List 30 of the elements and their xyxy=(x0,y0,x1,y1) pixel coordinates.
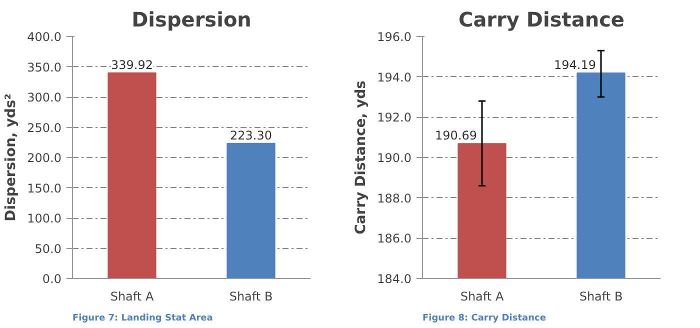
data-label: 194.19 xyxy=(554,58,596,72)
y-tick-label: 50.0 xyxy=(34,242,62,256)
y-tick-label: 400.0 xyxy=(27,30,62,44)
x-tick-label: Shaft B xyxy=(229,290,273,304)
y-tick-label: 250.0 xyxy=(27,120,62,135)
y-axis-title: Carry Distance, yds xyxy=(353,80,370,234)
caption: Figure 8: Carry Distance xyxy=(422,314,546,324)
chart-title: Carry Distance xyxy=(458,8,624,32)
y-tick-label: 200.0 xyxy=(27,151,62,165)
x-tick-label: Shaft A xyxy=(460,290,504,304)
data-label: 223.30 xyxy=(230,128,272,142)
y-tick-label: 300.0 xyxy=(27,90,62,104)
data-label: 190.69 xyxy=(435,128,478,143)
y-tick-label: 100.0 xyxy=(27,212,62,226)
chart-title: Dispersion xyxy=(132,8,252,32)
y-tick-label: 184.0 xyxy=(377,272,412,286)
y-axis-title: Dispersion, yds² xyxy=(3,94,20,222)
y-tick-label: 194.0 xyxy=(377,70,412,84)
y-tick-label: 192.0 xyxy=(377,110,412,125)
y-tick-label: 190.0 xyxy=(377,151,412,165)
y-tick-label: 350.0 xyxy=(27,60,62,74)
x-tick-label: Shaft A xyxy=(110,290,154,304)
data-label: 339.92 xyxy=(111,58,154,72)
y-tick-label: 186.0 xyxy=(377,232,412,246)
y-tick-label: 196.0 xyxy=(377,30,412,44)
x-tick-label: Shaft B xyxy=(579,290,623,304)
caption: Figure 7: Landing Stat Area xyxy=(72,314,213,324)
y-tick-label: 0.0 xyxy=(42,272,62,286)
y-tick-label: 188.0 xyxy=(377,191,412,206)
y-tick-label: 150.0 xyxy=(27,181,62,196)
